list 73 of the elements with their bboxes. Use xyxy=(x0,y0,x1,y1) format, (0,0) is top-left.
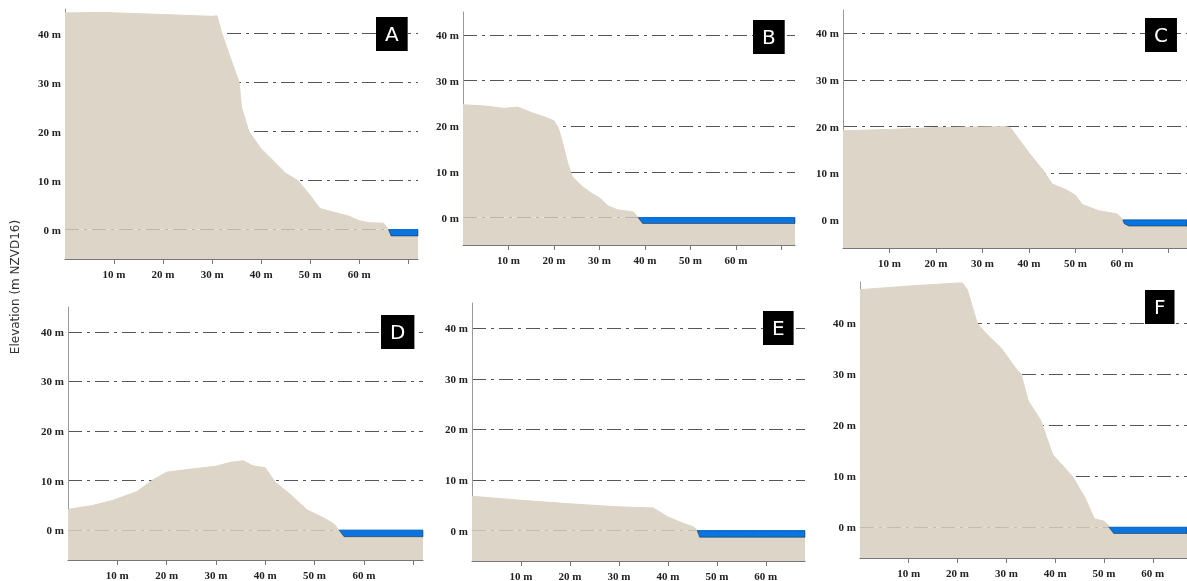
y-tick-label: 20 m xyxy=(445,423,468,436)
x-tick-label: 10 m xyxy=(102,267,126,280)
x-tick-label: 40 m xyxy=(1017,256,1041,269)
y-tick-label: 40 m xyxy=(832,316,856,329)
y-tick-label: 30 m xyxy=(816,74,839,86)
y-tick-label: 0 m xyxy=(821,214,839,226)
x-tick-label: 30 m xyxy=(587,253,611,266)
x-tick-label: 40 m xyxy=(656,569,680,581)
y-tick-label: 40 m xyxy=(436,28,459,41)
x-tick-label: 50 m xyxy=(298,267,322,280)
text: F xyxy=(1154,295,1166,319)
x-tick-label: 30 m xyxy=(204,568,228,581)
x-tick-label: 30 m xyxy=(971,256,994,269)
text: A xyxy=(385,22,399,46)
x-tick-label: 60 m xyxy=(1110,256,1134,269)
y-tick-label: 40 m xyxy=(816,27,839,40)
x-tick-label: 60 m xyxy=(754,569,778,581)
x-tick-label: 10 m xyxy=(878,256,901,269)
y-tick-label: 10 m xyxy=(445,474,468,487)
x-tick-label: 60 m xyxy=(1141,566,1165,579)
x-tick-label: 20 m xyxy=(924,256,948,269)
x-tick-label: 50 m xyxy=(1092,566,1116,579)
y-tick-label: 0 m xyxy=(838,521,856,534)
y-tick-label: 20 m xyxy=(816,120,839,133)
y-tick-label: 10 m xyxy=(38,174,61,187)
x-tick-label: 20 m xyxy=(151,267,175,280)
x-tick-label: 50 m xyxy=(303,568,326,581)
y-tick-label: 40 m xyxy=(445,322,468,335)
x-tick-label: 60 m xyxy=(347,267,371,280)
y-tick-label: 20 m xyxy=(832,419,856,432)
x-tick-label: 60 m xyxy=(724,253,748,266)
x-tick-label: 40 m xyxy=(633,253,657,266)
y-tick-label: 10 m xyxy=(436,165,459,178)
x-tick-label: 50 m xyxy=(1063,256,1087,269)
y-tick-label: 0 m xyxy=(450,524,468,537)
x-tick-label: 10 m xyxy=(105,568,129,581)
x-tick-label: 30 m xyxy=(994,566,1018,579)
y-tick-label: 20 m xyxy=(436,120,459,133)
text: E xyxy=(772,316,785,340)
y-tick-label: 0 m xyxy=(43,223,61,236)
y-tick-label: 10 m xyxy=(816,167,839,180)
x-tick-label: 10 m xyxy=(509,569,533,581)
x-tick-label: 50 m xyxy=(678,253,702,266)
x-tick-label: 40 m xyxy=(1043,566,1067,579)
x-tick-label: 30 m xyxy=(200,267,224,280)
y-tick-label: 30 m xyxy=(38,76,61,89)
y-tick-label: 10 m xyxy=(41,474,64,487)
x-tick-label: 30 m xyxy=(607,569,631,581)
y-tick-label: 30 m xyxy=(41,375,64,388)
text: C xyxy=(1154,23,1168,47)
x-tick-label: 20 m xyxy=(542,253,566,266)
y-tick-label: 0 m xyxy=(46,524,64,537)
y-tick-label: 10 m xyxy=(832,470,856,483)
x-tick-label: 10 m xyxy=(497,253,520,266)
text: D xyxy=(390,320,406,344)
y-tick-label: 0 m xyxy=(441,211,459,224)
x-tick-label: 20 m xyxy=(946,566,970,579)
y-tick-label: 20 m xyxy=(41,425,64,438)
y-tick-label: 30 m xyxy=(832,368,856,380)
x-tick-label: 40 m xyxy=(249,267,273,280)
x-tick-label: 50 m xyxy=(705,569,729,581)
y-tick-label: 40 m xyxy=(41,325,64,338)
x-tick-label: 10 m xyxy=(897,566,921,579)
x-tick-label: 40 m xyxy=(253,568,277,581)
text: B xyxy=(762,25,776,49)
x-tick-label: 20 m xyxy=(155,568,179,581)
y-tick-label: 40 m xyxy=(38,27,61,40)
y-axis-title: Elevation (m NZVD16) xyxy=(8,218,22,357)
y-tick-label: 20 m xyxy=(38,125,61,138)
x-tick-label: 20 m xyxy=(558,569,582,581)
x-tick-label: 60 m xyxy=(352,568,376,581)
y-tick-label: 30 m xyxy=(445,372,468,385)
y-tick-label: 30 m xyxy=(436,74,459,87)
